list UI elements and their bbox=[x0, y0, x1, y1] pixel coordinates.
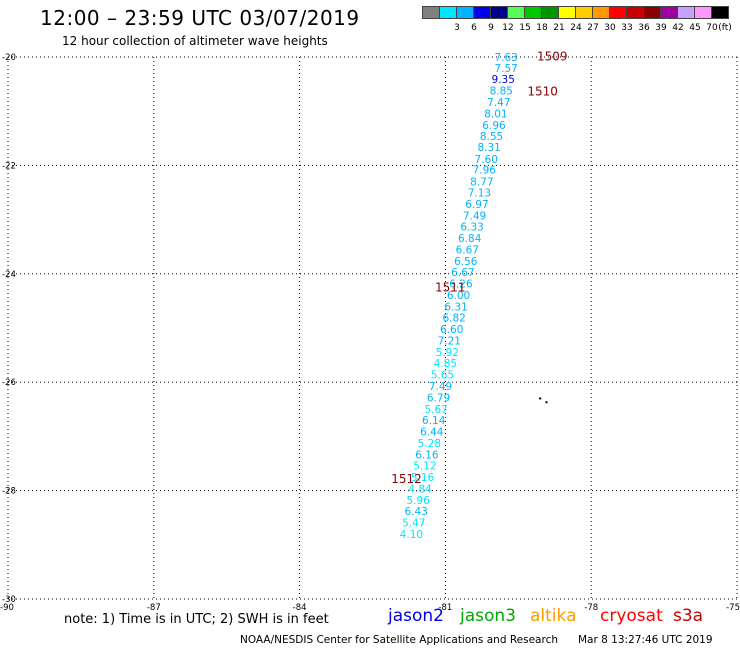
wave-height-value: 6.67 bbox=[456, 244, 479, 256]
wave-height-value: 4.84 bbox=[408, 483, 432, 495]
footer-agency: NOAA/NESDIS Center for Satellite Applica… bbox=[240, 634, 558, 646]
pass-number-labels: 1509 1510 1511 1512 bbox=[391, 49, 567, 486]
x-tick-label: -90 bbox=[0, 603, 14, 613]
note-text: note: 1) Time is in UTC; 2) SWH is in fe… bbox=[64, 612, 329, 627]
legend-label: 21 bbox=[553, 23, 565, 33]
wave-height-value: 6.97 bbox=[465, 199, 488, 211]
legend-swatch bbox=[711, 6, 729, 19]
wave-height-value: 6.60 bbox=[440, 324, 463, 336]
wave-height-value: 6.31 bbox=[444, 301, 467, 313]
wave-height-value: 7.63 bbox=[494, 52, 517, 64]
wave-height-value: 6.84 bbox=[458, 233, 482, 245]
x-tick-label: -75 bbox=[726, 603, 740, 613]
wave-height-value: 6.96 bbox=[482, 120, 506, 132]
legend-label: 27 bbox=[587, 23, 599, 33]
legend-label: 24 bbox=[570, 23, 582, 33]
wave-height-value: 5.67 bbox=[424, 404, 447, 416]
mission-jason3: jason3 bbox=[460, 606, 516, 626]
wave-height-value: 6.67 bbox=[451, 267, 474, 279]
x-tick-label: -87 bbox=[147, 603, 161, 613]
footer-timestamp: Mar 8 13:27:46 UTC 2019 bbox=[578, 634, 713, 646]
wave-height-value: 8.77 bbox=[470, 177, 493, 189]
pass-number-label: 1509 bbox=[537, 49, 568, 63]
wave-height-value: 5.28 bbox=[418, 438, 441, 450]
wave-height-value: 6.82 bbox=[442, 313, 465, 325]
wave-height-value: 4.85 bbox=[434, 358, 457, 370]
legend-label: 42 bbox=[672, 23, 684, 33]
legend-label: 6 bbox=[471, 23, 477, 33]
wave-height-value: 6.56 bbox=[454, 256, 478, 268]
wave-height-value: 6.00 bbox=[447, 290, 470, 302]
wave-height-value: 9.35 bbox=[492, 74, 515, 86]
map-tick-labels: -90 -87 -84 -81 -78 -75 -20 -22 -24 -26 -28 -30 bbox=[0, 53, 740, 613]
legend-label: 3 bbox=[454, 23, 460, 33]
legend-label: 15 bbox=[519, 23, 531, 33]
legend-label: 30 bbox=[604, 23, 616, 33]
legend-label: 33 bbox=[621, 23, 633, 33]
y-tick-label: -28 bbox=[2, 487, 16, 497]
wave-height-value: 8.31 bbox=[477, 142, 500, 154]
wave-height-value: 6.16 bbox=[415, 449, 439, 461]
wave-height-value: 6.26 bbox=[449, 279, 473, 291]
mission-s3a: s3a bbox=[673, 606, 704, 626]
wave-height-value: 5.16 bbox=[411, 472, 435, 484]
pass-number-label: 1510 bbox=[527, 85, 558, 99]
page-title: 12:00 – 23:59 UTC 03/07/2019 bbox=[40, 6, 360, 30]
wave-height-observations: 7.637.579.358.857.478.016.968.558.317.60… bbox=[400, 52, 518, 541]
legend-label: 12 bbox=[502, 23, 514, 33]
wave-height-value: 7.49 bbox=[463, 210, 486, 222]
wave-height-value: 5.65 bbox=[431, 370, 454, 382]
legend-label: 18 bbox=[536, 23, 548, 33]
wave-height-value: 5.12 bbox=[413, 461, 436, 473]
wave-height-value: 4.10 bbox=[400, 529, 423, 541]
data-dot bbox=[539, 397, 542, 400]
wave-height-value: 8.55 bbox=[480, 131, 503, 143]
y-tick-label: -26 bbox=[2, 378, 16, 388]
legend-label: 9 bbox=[488, 23, 494, 33]
misc-dots bbox=[539, 397, 548, 404]
data-dot bbox=[545, 401, 548, 404]
y-tick-label: -30 bbox=[2, 595, 16, 605]
wave-height-value: 7.49 bbox=[429, 381, 452, 393]
x-tick-label: -84 bbox=[293, 603, 307, 613]
wave-height-value: 8.85 bbox=[490, 86, 513, 98]
y-tick-label: -22 bbox=[2, 161, 16, 171]
legend-label: 39 bbox=[655, 23, 667, 33]
wave-height-value: 6.44 bbox=[420, 427, 444, 439]
wave-height-value: 7.47 bbox=[487, 97, 510, 109]
wave-height-value: 7.13 bbox=[468, 188, 491, 200]
legend-label: 36 bbox=[638, 23, 650, 33]
map-grid bbox=[7, 56, 738, 600]
wave-height-value: 8.01 bbox=[484, 108, 507, 120]
wave-height-value: 6.14 bbox=[422, 415, 446, 427]
wave-height-value: 6.79 bbox=[427, 392, 450, 404]
wave-height-value: 7.57 bbox=[494, 63, 517, 75]
y-tick-label: -20 bbox=[2, 53, 16, 63]
x-tick-label: -78 bbox=[584, 603, 598, 613]
footer: NOAA/NESDIS Center for Satellite Applica… bbox=[240, 634, 713, 646]
mission-cryosat: cryosat bbox=[600, 606, 663, 626]
wave-height-value: 5.92 bbox=[436, 347, 459, 359]
pass-number-label: 1511 bbox=[435, 280, 466, 294]
wave-height-value: 6.43 bbox=[405, 506, 428, 518]
wave-height-value: 7.60 bbox=[475, 154, 498, 166]
page-subtitle: 12 hour collection of altimeter wave hei… bbox=[62, 34, 328, 48]
legend-unit: (ft) bbox=[718, 23, 732, 33]
wave-height-value: 6.33 bbox=[460, 222, 483, 234]
legend-label: 45 bbox=[689, 23, 701, 33]
wave-height-value: 7.96 bbox=[473, 165, 497, 177]
mission-altika: altika bbox=[530, 606, 577, 626]
wave-height-value: 5.96 bbox=[406, 495, 430, 507]
wave-height-value: 7.21 bbox=[438, 335, 461, 347]
wave-height-value: 5.47 bbox=[402, 518, 425, 530]
x-tick-label: -81 bbox=[438, 603, 452, 613]
legend-label: 70 bbox=[706, 23, 718, 33]
pass-number-label: 1512 bbox=[391, 472, 422, 486]
mission-jason2: jason2 bbox=[388, 606, 444, 626]
y-tick-label: -24 bbox=[2, 270, 16, 280]
